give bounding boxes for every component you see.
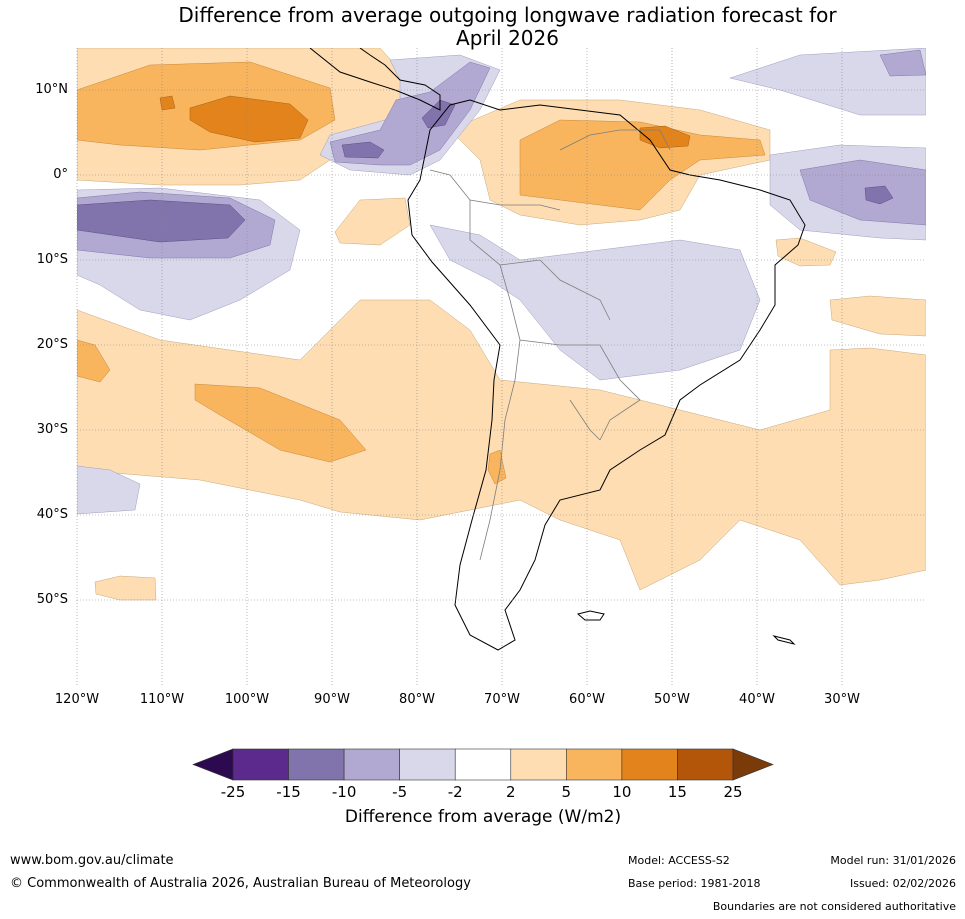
anomaly-region [341,141,385,159]
colorbar-tick-label: -10 [331,783,357,801]
model-text: Model: ACCESS-S2 [628,854,730,867]
base-period-text: Base period: 1981-2018 [628,877,761,890]
colorbar-over-arrow [732,748,774,781]
colorbar-tick-label: 10 [612,783,632,801]
colorbar-tick-label: 5 [561,783,572,801]
colorbar-segment [566,748,623,781]
colorbar-segment [343,748,400,781]
longitude-label: 120°W [54,692,100,707]
latitude-label: 0° [53,167,68,182]
anomaly-region [194,383,367,463]
anomaly-region [189,95,309,143]
anomaly-region [879,49,926,77]
colorbar-segment [677,748,734,781]
latitude-label: 10°N [35,82,68,97]
anomaly-region [334,197,411,246]
issued-text: Issued: 02/02/2026 [849,877,956,890]
colorbar-tick-label: -25 [220,783,246,801]
central-america-coastline [309,48,441,111]
latitude-label: 30°S [36,422,68,437]
colorbar-tick-label: -15 [276,783,301,801]
colorbar-tick-label: -2 [447,783,463,801]
coastlines [309,48,806,651]
anomaly-region [639,125,691,149]
south-georgia [772,635,796,645]
anomaly-region [799,159,926,226]
longitude-label: 110°W [139,692,185,707]
colorbar-tick-label: 15 [667,783,687,801]
longitude-label: 60°W [569,692,605,707]
anomaly-region [94,575,157,601]
country-border [479,339,521,561]
longitude-label: 90°W [314,692,350,707]
anomaly-region [77,199,246,243]
latitude-label: 40°S [36,507,68,522]
anomaly-shading [77,48,926,651]
longitude-label: 30°W [824,692,860,707]
longitude-label: 70°W [484,692,520,707]
colorbar-segment [510,748,567,781]
longitude-label: 50°W [654,692,690,707]
colorbar-tick-label: 25 [723,783,743,801]
graticule [76,48,926,685]
colorbar-segment [232,748,289,781]
latitude-label: 10°S [36,252,68,267]
anomaly-region [864,185,894,205]
anomaly-region [775,237,837,267]
anomaly-region [159,95,176,111]
south-america-coastline [407,99,806,651]
country-border [559,129,671,151]
longitude-label: 40°W [739,692,775,707]
country-border [429,169,561,211]
colorbar-segment [454,748,512,781]
colorbar-segment [399,748,456,781]
colorbar-label: Difference from average (W/m2) [344,807,622,827]
falkland-islands [576,610,605,621]
colorbar-tick-label: 2 [505,783,516,801]
longitude-label: 100°W [224,692,270,707]
longitude-label: 80°W [399,692,435,707]
colorbar [192,748,774,781]
latitude-label: 20°S [36,337,68,352]
anomaly-region [421,99,456,129]
anomaly-region [519,119,766,211]
anomaly-region [77,465,141,515]
copyright-text: © Commonwealth of Australia 2026, Austra… [10,876,471,891]
map-title-line1: Difference from average outgoing longwav… [178,3,837,27]
anomaly-region [829,295,926,337]
boundaries-note: Boundaries are not considered authoritat… [712,900,956,913]
colorbar-under-arrow [192,748,234,781]
website-link[interactable]: www.bom.gov.au/climate [10,853,174,868]
anomaly-region [77,339,111,383]
map-title: Difference from average outgoing longwav… [0,4,965,50]
country-border [499,259,611,321]
map-title-line2: April 2026 [456,26,559,50]
anomaly-region [77,299,926,591]
colorbar-tick-label: -5 [392,783,408,801]
model-run-text: Model run: 31/01/2026 [830,854,956,867]
latitude-label: 50°S [36,592,68,607]
colorbar-segment [621,748,678,781]
colorbar-segment [288,748,345,781]
